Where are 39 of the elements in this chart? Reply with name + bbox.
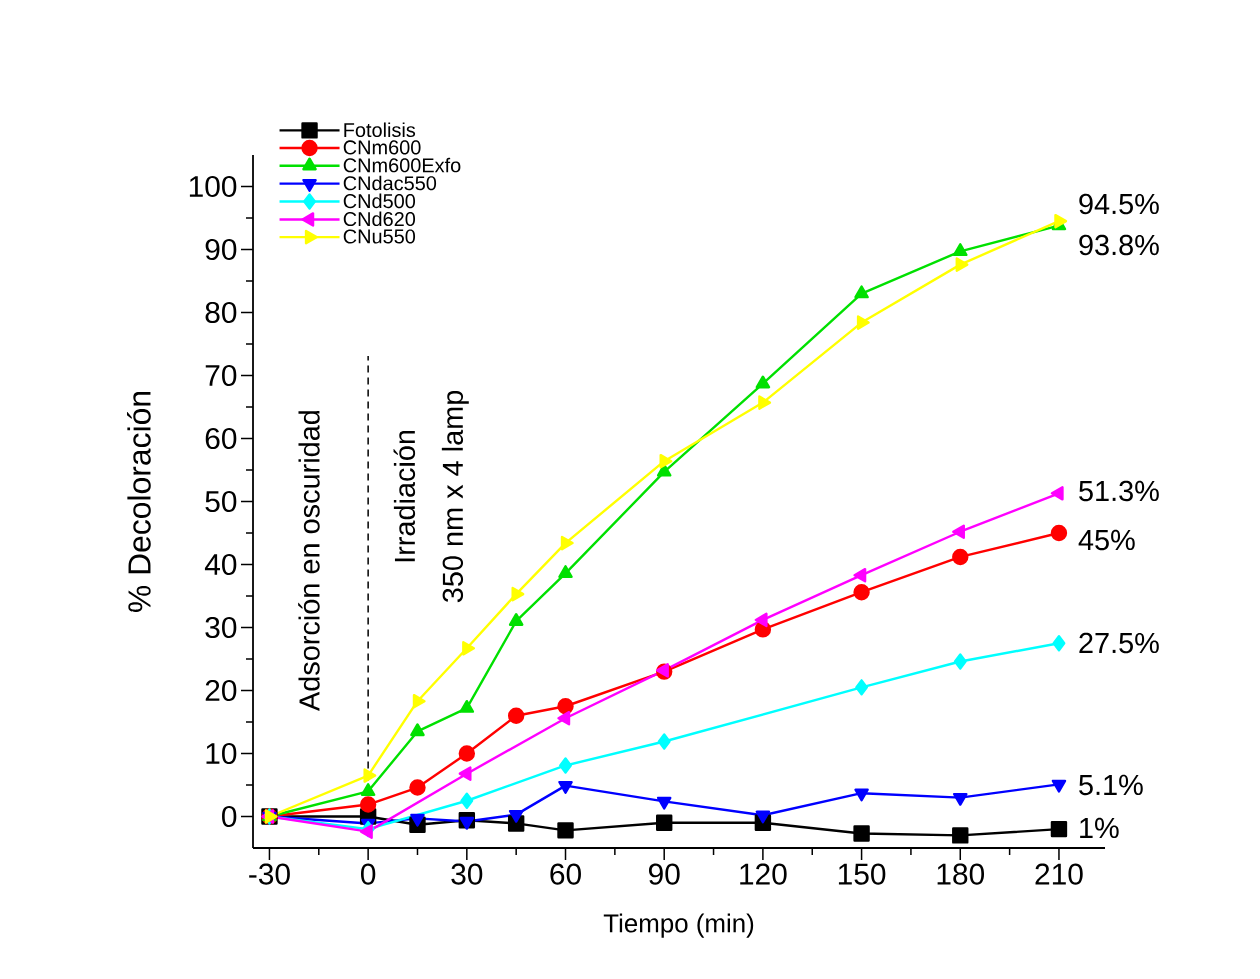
legend-label: CNd500 <box>343 193 416 209</box>
annotation: 93.8% <box>1079 234 1159 256</box>
x-tick-label: 210 <box>1035 863 1083 885</box>
y-tick-label: 100 <box>189 175 237 198</box>
x-tick-label: 120 <box>740 863 787 885</box>
annotation: Adsorción en oscuridad <box>298 411 320 711</box>
x-axis-title: Tiempo (min) <box>603 913 754 938</box>
legend-label: Fotolisis <box>344 122 416 138</box>
annotation: Irradiación <box>393 430 416 562</box>
legend-label: CNu550 <box>343 229 416 244</box>
y-tick-label: 30 <box>205 616 237 639</box>
x-tick-label: 150 <box>838 863 886 885</box>
annotation: 27.5% <box>1079 632 1159 654</box>
annotation: 1% <box>1080 817 1119 839</box>
y-tick-label: 40 <box>204 553 237 576</box>
y-axis-title: % Decoloración <box>126 392 151 612</box>
annotation: 350 nm x 4 lamp <box>441 390 469 603</box>
annotation: 51.3% <box>1079 480 1159 502</box>
annotation: 5.1% <box>1079 774 1143 796</box>
x-tick-label: 180 <box>937 863 985 885</box>
y-tick-label: 70 <box>205 364 237 387</box>
y-tick-label: 90 <box>205 238 237 261</box>
annotation: 45% <box>1078 529 1135 551</box>
legend-label: CNd620 <box>343 211 416 227</box>
x-tick-label: 30 <box>451 863 483 885</box>
x-tick-label: 90 <box>648 863 680 885</box>
y-tick-label: 50 <box>205 490 237 513</box>
x-tick-label: 60 <box>550 863 581 885</box>
x-tick-label: -30 <box>249 863 290 885</box>
y-tick-label: 20 <box>205 679 237 702</box>
annotation: 94.5% <box>1079 193 1159 215</box>
y-tick-label: 60 <box>205 427 237 450</box>
legend-label: CNdac550 <box>343 175 437 191</box>
y-tick-label: 0 <box>222 805 237 828</box>
x-tick-label: 0 <box>361 863 376 885</box>
legend-label: CNm600Exfo <box>343 157 461 173</box>
y-tick-label: 10 <box>206 742 237 765</box>
legend-label: CNm600 <box>343 140 421 155</box>
y-tick-label: 80 <box>205 301 237 324</box>
